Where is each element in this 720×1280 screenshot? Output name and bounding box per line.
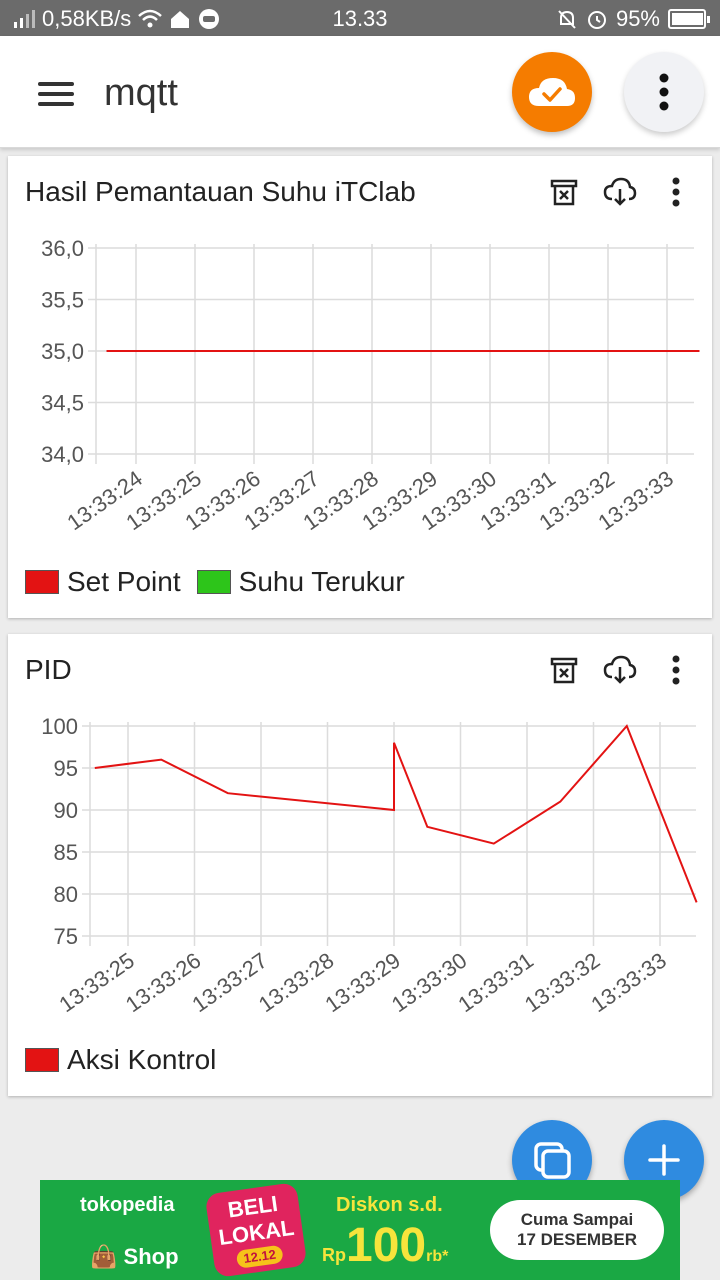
y-tick-label: 90 xyxy=(54,798,78,823)
y-tick-label: 85 xyxy=(54,840,78,865)
status-left: 0,58KB/s xyxy=(12,6,221,32)
ad-amount: Rp100rb* xyxy=(322,1219,449,1272)
legend-item-set-point[interactable]: Set Point xyxy=(25,566,181,598)
ad-shop: 👜 Shop xyxy=(90,1244,179,1269)
legend-swatch xyxy=(25,570,59,594)
battery-percent: 95% xyxy=(615,6,660,31)
x-tick-label: 13:33:28 xyxy=(254,948,338,1018)
clear-chart-icon[interactable] xyxy=(546,174,582,210)
battery-icon xyxy=(668,9,710,29)
x-tick-label: 13:33:33 xyxy=(586,948,670,1018)
app-title: mqtt xyxy=(104,72,178,114)
status-time: 13.33 xyxy=(332,6,388,31)
card-more-icon[interactable] xyxy=(658,652,694,688)
wifi-icon xyxy=(138,9,163,28)
network-speed: 0,58KB/s xyxy=(42,6,132,31)
clear-chart-icon[interactable] xyxy=(546,652,582,688)
legend-label: Suhu Terukur xyxy=(238,566,405,597)
cloud-check-icon xyxy=(529,78,575,106)
y-tick-label: 36,0 xyxy=(41,236,84,261)
cloud-download-icon[interactable] xyxy=(602,174,638,210)
overflow-menu-button[interactable] xyxy=(624,52,704,132)
x-tick-label: 13:33:32 xyxy=(520,948,604,1018)
legend-label: Set Point xyxy=(67,566,181,597)
legend-item-aksi-kontrol[interactable]: Aksi Kontrol xyxy=(25,1044,216,1076)
home-wifi-icon xyxy=(171,11,190,28)
chart-legend: Aksi Kontrol xyxy=(25,1044,232,1076)
status-bar: 0,58KB/s 13.33 95% xyxy=(0,0,720,36)
signal-icon xyxy=(14,10,35,28)
y-tick-label: 75 xyxy=(54,924,78,949)
menu-icon[interactable] xyxy=(38,82,74,106)
ad-brand: tokopedia xyxy=(80,1194,175,1216)
ad-banner[interactable]: tokopedia 👜 Shop BELI LOKAL 12.12 Diskon… xyxy=(40,1180,680,1280)
ad-deadline-pill: Cuma Sampai 17 DESEMBER xyxy=(490,1200,664,1260)
x-tick-label: 13:33:27 xyxy=(187,948,271,1018)
temperature-line-chart: 36,035,535,034,534,013:33:2413:33:2513:3… xyxy=(41,236,700,535)
legend-label: Aksi Kontrol xyxy=(67,1044,217,1075)
app-bar: mqtt xyxy=(0,36,720,148)
y-tick-label: 35,0 xyxy=(41,339,84,364)
x-tick-label: 13:33:25 xyxy=(54,948,138,1018)
x-tick-label: 13:33:29 xyxy=(320,948,404,1018)
ad-beli-lokal-badge: BELI LOKAL 12.12 xyxy=(204,1182,308,1278)
mute-bell-icon xyxy=(558,10,576,29)
ad-diskon: Diskon s.d. xyxy=(336,1194,443,1216)
shop-bag-icon: 👜 xyxy=(90,1244,118,1269)
chart-legend: Set Point Suhu Terukur xyxy=(25,566,421,598)
copy-icon xyxy=(534,1142,571,1179)
y-tick-label: 35,5 xyxy=(41,288,84,313)
y-tick-label: 80 xyxy=(54,882,78,907)
chat-icon xyxy=(199,9,220,29)
x-tick-label: 13:33:26 xyxy=(121,948,205,1018)
status-right: 95% xyxy=(556,6,710,32)
alarm-icon xyxy=(587,11,606,29)
legend-item-suhu-terukur[interactable]: Suhu Terukur xyxy=(196,566,405,598)
temperature-chart-card: Hasil Pemantauan Suhu iTClab 36,0 35,5 35,… xyxy=(8,156,712,618)
series-line xyxy=(94,724,698,903)
cloud-download-icon[interactable] xyxy=(602,652,638,688)
card-title: Hasil Pemantauan Suhu iTClab xyxy=(25,176,416,207)
card-title: PID xyxy=(25,654,72,685)
pid-chart-card: PID 100 95 90 85 80 75 13:33:25 13:33:26 13:33:2… xyxy=(8,634,712,1096)
x-tick-label: 13:33:30 xyxy=(387,948,471,1018)
x-tick-label: 13:33:31 xyxy=(453,948,537,1018)
plus-icon xyxy=(648,1144,680,1176)
card-more-icon[interactable] xyxy=(658,174,694,210)
legend-swatch xyxy=(25,1048,59,1072)
y-tick-label: 100 xyxy=(41,714,78,739)
more-vertical-icon xyxy=(659,73,669,111)
y-tick-label: 34,5 xyxy=(41,391,84,416)
legend-swatch xyxy=(196,570,231,594)
y-tick-label: 95 xyxy=(54,756,78,781)
y-tick-label: 34,0 xyxy=(41,442,84,467)
pid-line-chart: 100959085807513:33:2513:33:2613:33:2713:… xyxy=(41,714,698,1018)
cloud-connected-button[interactable] xyxy=(512,52,592,132)
